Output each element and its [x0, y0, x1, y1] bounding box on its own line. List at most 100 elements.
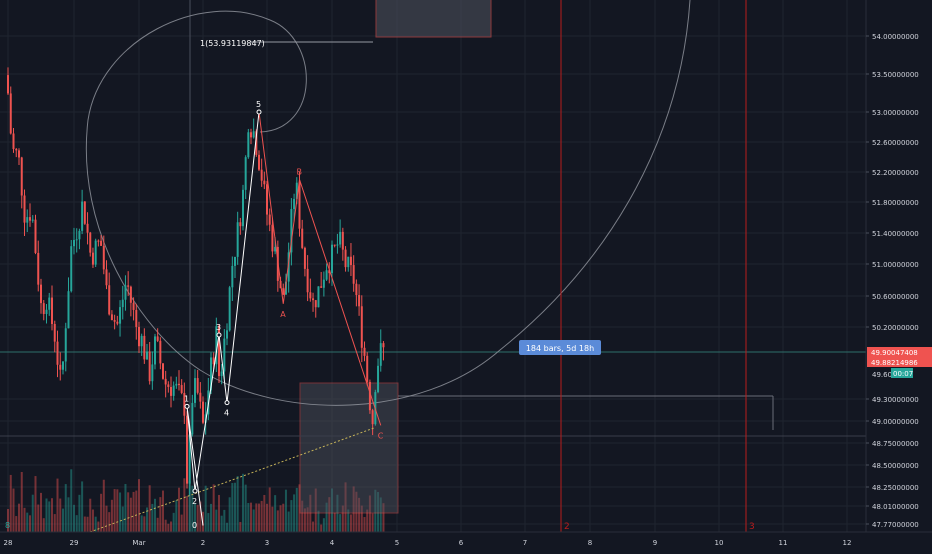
- volume-bar: [284, 489, 287, 532]
- volume-bar: [204, 485, 207, 532]
- volume-bar: [255, 503, 258, 532]
- date-range-badge: [519, 340, 601, 355]
- candle-body: [81, 201, 84, 231]
- price-badge-bg: [867, 347, 932, 357]
- candle-body: [183, 392, 186, 416]
- volume-bar: [234, 482, 236, 532]
- candle-body: [12, 133, 15, 150]
- candle-body: [366, 355, 369, 382]
- volume-bar: [64, 484, 67, 532]
- candle-body: [127, 285, 130, 287]
- volume-bar: [154, 498, 156, 532]
- price-tick-label: 49.00000000: [872, 418, 919, 426]
- volume-bar: [146, 507, 148, 532]
- candle-body: [34, 219, 37, 253]
- volume-bar: [331, 488, 333, 532]
- candle-body: [341, 231, 344, 250]
- volume-bar: [20, 471, 23, 532]
- volume-bar: [339, 514, 342, 532]
- volume-bar: [274, 495, 277, 532]
- volume-bar: [236, 476, 239, 532]
- time-tick-label: 10: [715, 539, 724, 547]
- candle-body: [255, 131, 258, 155]
- candle-body: [48, 297, 51, 310]
- volume-bar: [129, 497, 132, 532]
- volume-bar: [67, 497, 70, 532]
- candle-body: [29, 217, 31, 221]
- volume-bar: [102, 479, 105, 532]
- candle-body: [295, 182, 298, 199]
- volume-bar: [368, 495, 371, 532]
- volume-bar: [91, 509, 94, 532]
- candle-body: [188, 434, 191, 484]
- volume-bar: [344, 482, 347, 532]
- volume-bar: [143, 516, 146, 532]
- candle-body: [170, 386, 172, 396]
- candle-body: [284, 281, 287, 295]
- candle-body: [328, 270, 331, 274]
- candle-body: [167, 384, 170, 387]
- candle-body: [75, 239, 78, 241]
- time-tick-label: 3: [265, 539, 269, 547]
- volume-bar: [250, 502, 252, 532]
- candle-body: [312, 298, 315, 301]
- volume-bar: [358, 497, 361, 532]
- volume-bar: [366, 509, 369, 532]
- volume-bar: [127, 492, 130, 532]
- candle-body: [186, 415, 188, 484]
- volume-bar: [293, 494, 296, 532]
- volume-bar: [148, 485, 151, 532]
- price-badge-bg: [867, 357, 932, 367]
- candle-body: [244, 157, 247, 190]
- candle-body: [175, 383, 178, 386]
- candle-body: [31, 219, 34, 221]
- price-tick-label: 50.20000000: [872, 324, 919, 332]
- volume-bar: [377, 492, 380, 532]
- volume-bar: [42, 518, 45, 532]
- candle-body: [20, 157, 23, 196]
- volume-bar: [306, 507, 309, 532]
- volume-bar: [309, 494, 312, 532]
- volume-bar: [156, 517, 159, 532]
- volume-bar: [322, 518, 325, 532]
- corrective-label-B: B: [297, 168, 303, 177]
- volume-bar: [298, 484, 301, 532]
- volume-bar: [183, 478, 186, 532]
- volume-bar: [12, 488, 15, 532]
- candle-body: [97, 240, 100, 242]
- volume-bar: [379, 497, 382, 532]
- volume-bar: [226, 522, 228, 532]
- volume-bar: [53, 514, 56, 532]
- volume-bar: [170, 521, 172, 532]
- candle-body: [239, 222, 242, 227]
- volume-bar: [70, 469, 73, 532]
- volume-bar: [290, 500, 293, 532]
- candle-body: [339, 231, 342, 245]
- dotted-trendline: [89, 427, 375, 533]
- candlesticks: [7, 67, 385, 496]
- time-axis-panel: [0, 532, 932, 550]
- corrective-label-A: A: [280, 310, 286, 319]
- volume-bar: [231, 482, 234, 532]
- volume-bar: [135, 490, 138, 532]
- date-range-label: 184 bars, 5d 18h: [526, 344, 594, 353]
- candle-body: [202, 401, 204, 423]
- price-tick-label: 52.20000000: [872, 169, 919, 177]
- candle-body: [164, 378, 167, 385]
- candle-body: [9, 93, 12, 134]
- volume-bar: [360, 505, 363, 532]
- candle-body: [196, 378, 199, 393]
- candle-body: [352, 265, 355, 284]
- price-tick-label: 51.80000000: [872, 199, 919, 207]
- candle-body: [360, 306, 363, 348]
- volume-bar: [199, 501, 202, 532]
- volume-bar: [78, 494, 81, 532]
- candle-body: [258, 154, 260, 170]
- volume-bar: [228, 497, 231, 532]
- candle-body: [250, 132, 252, 138]
- wave-drawings: [89, 111, 382, 533]
- volume-bar: [312, 521, 315, 532]
- volume-bar: [89, 498, 92, 532]
